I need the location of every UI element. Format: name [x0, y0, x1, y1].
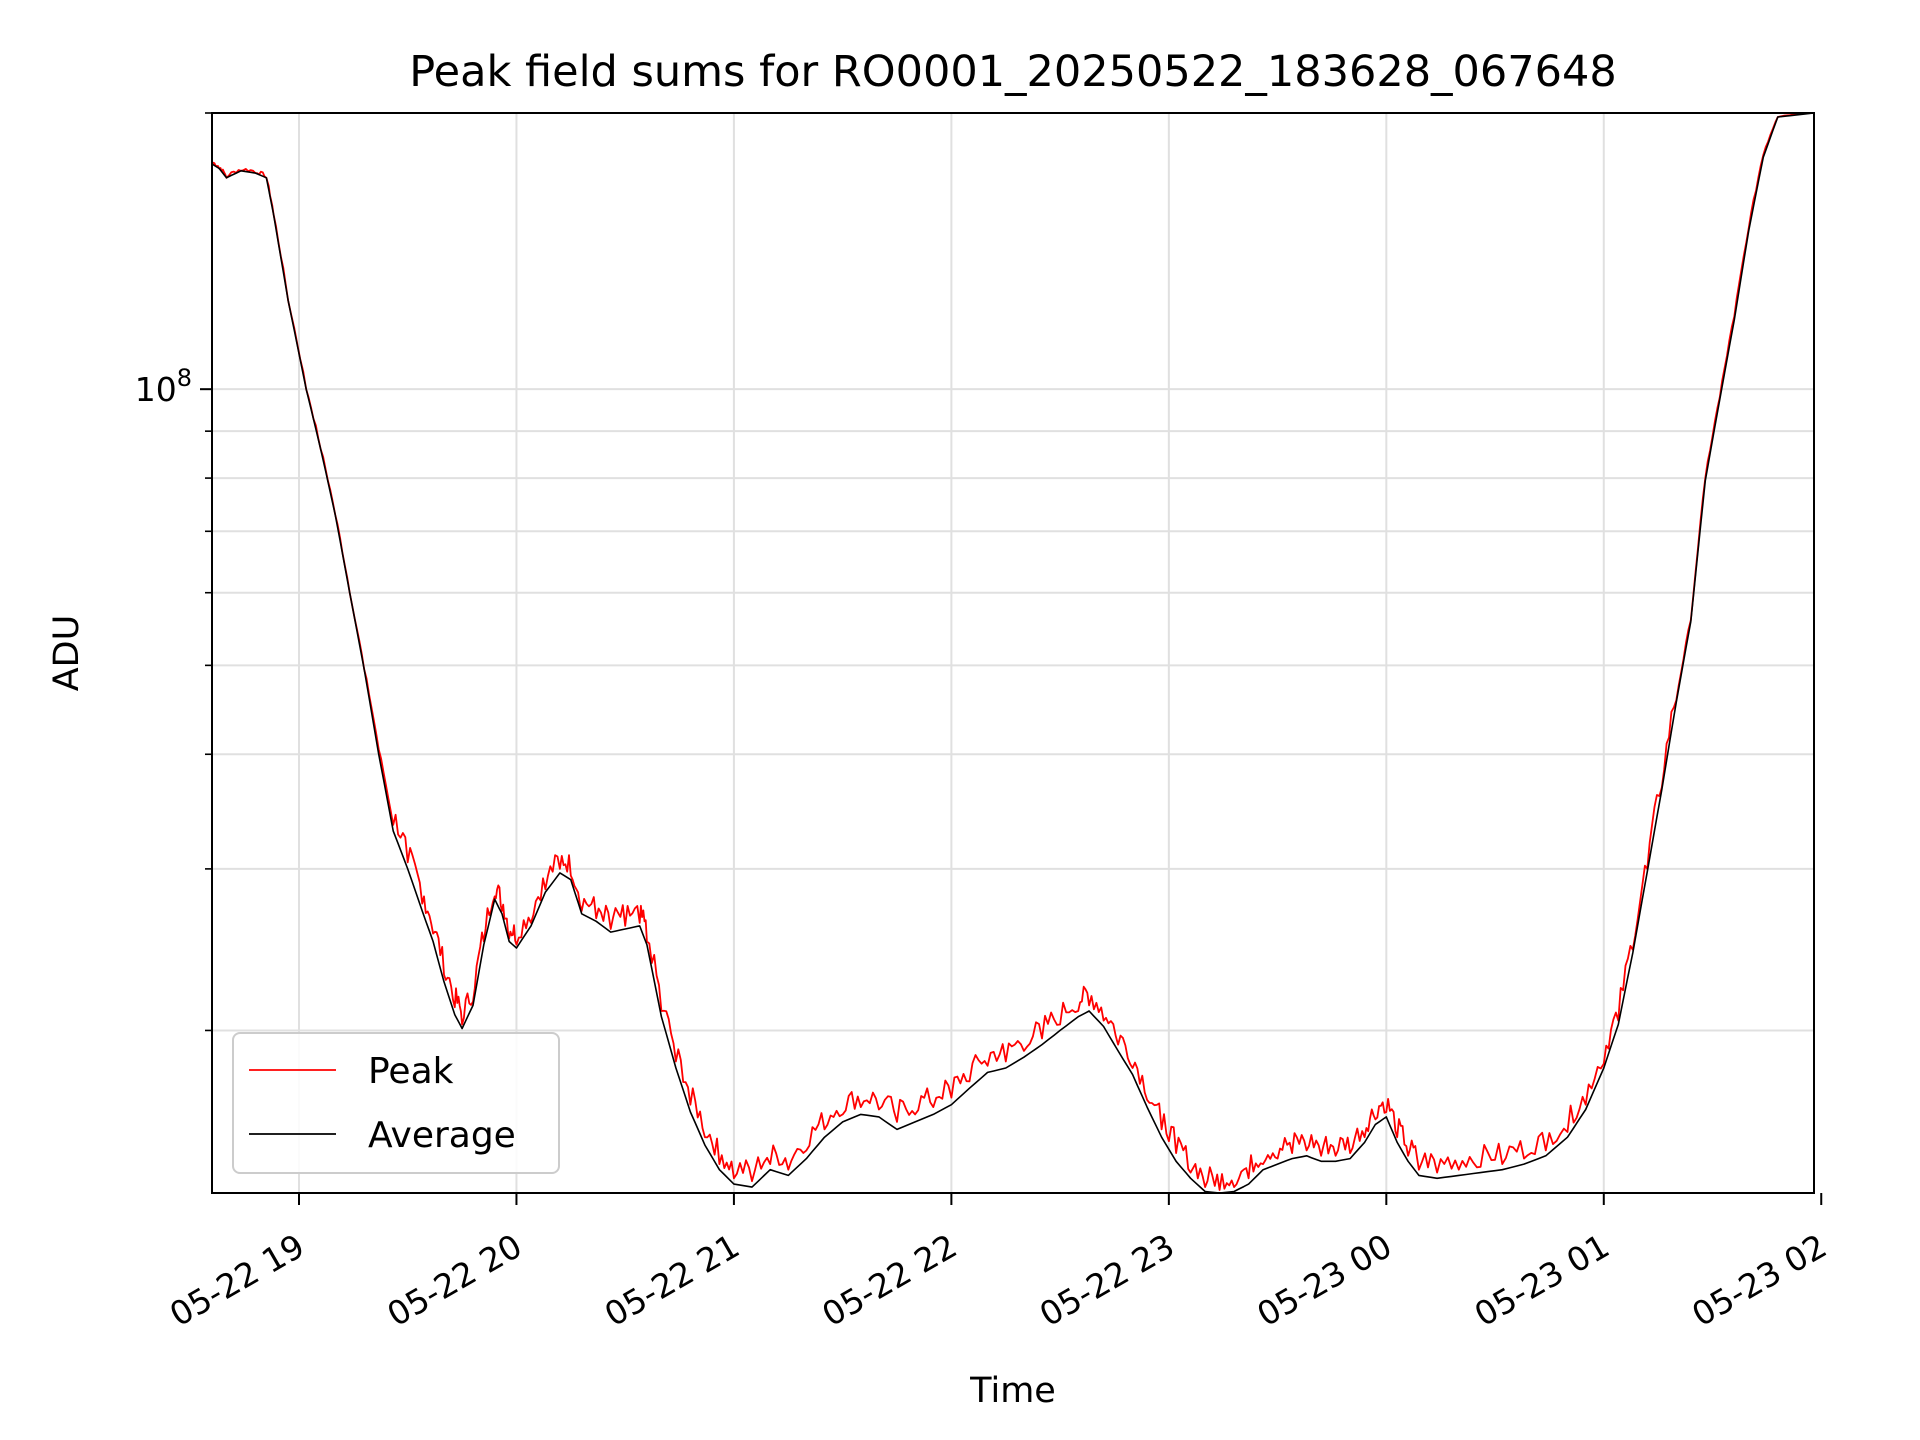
legend-box — [232, 1032, 560, 1174]
grid — [212, 112, 1814, 1193]
plot-frame — [211, 112, 1815, 1194]
y-tick-label: 108 — [135, 364, 192, 409]
y-axis-label: ADU — [47, 615, 87, 692]
series-line-average — [212, 113, 1814, 1193]
series-lines — [212, 113, 1814, 1193]
series-line-peak — [212, 113, 1814, 1191]
legend: Peak Average — [232, 1032, 560, 1174]
chart-title: Peak field sums for RO0001_20250522_1836… — [409, 47, 1616, 97]
legend-label-peak: Peak — [368, 1051, 454, 1092]
legend-label-average: Average — [368, 1115, 516, 1156]
x-axis-label: Time — [969, 1371, 1056, 1411]
